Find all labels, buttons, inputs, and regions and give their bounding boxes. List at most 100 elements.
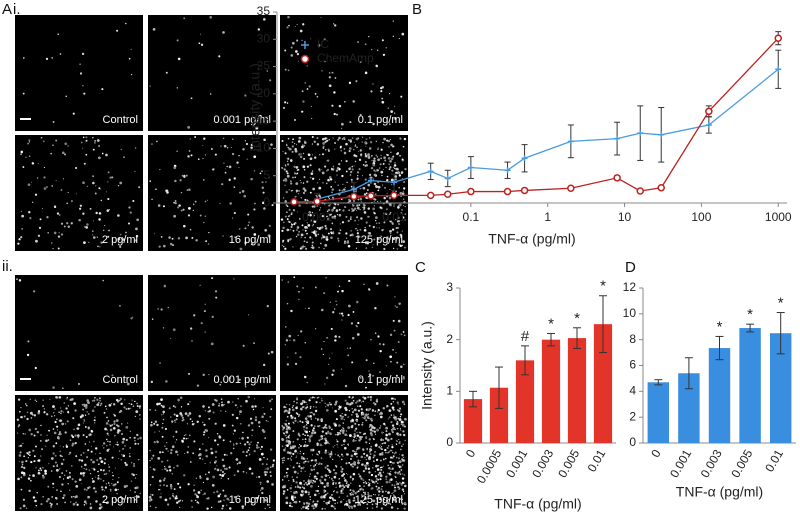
spot [313, 507, 315, 509]
spot [170, 487, 172, 489]
spot [371, 155, 373, 157]
spot [359, 229, 361, 231]
spot [29, 454, 31, 456]
spot [219, 493, 221, 495]
spot [190, 229, 192, 231]
spot [326, 170, 328, 172]
spot [351, 166, 353, 168]
spot [54, 421, 56, 423]
spot [362, 424, 363, 425]
spot [160, 398, 163, 401]
spot [271, 351, 274, 354]
spot [85, 426, 87, 428]
spot [339, 286, 340, 287]
spot [363, 453, 365, 455]
spot [286, 191, 288, 193]
spot [375, 475, 377, 477]
spot [286, 428, 289, 431]
spot [104, 225, 105, 226]
spot [246, 451, 247, 452]
spot [329, 500, 331, 502]
spot [173, 328, 176, 331]
spot [337, 291, 339, 293]
spot [190, 418, 192, 420]
spot [333, 23, 334, 24]
spot [188, 188, 191, 191]
spot [30, 433, 32, 435]
spot [370, 339, 372, 341]
spot [202, 374, 204, 376]
spot [130, 408, 131, 409]
spot [333, 469, 335, 471]
spot [375, 332, 377, 334]
spot [312, 246, 315, 249]
spot [341, 406, 342, 407]
spot [402, 464, 403, 465]
spot [157, 308, 158, 309]
spot [232, 153, 234, 155]
spot [330, 228, 332, 230]
spot [108, 470, 110, 472]
spot [89, 469, 90, 470]
spot [399, 441, 400, 442]
spot [94, 397, 96, 399]
spot [106, 417, 108, 419]
spot [340, 492, 342, 494]
spot [400, 96, 402, 98]
spot [191, 97, 193, 99]
spot [388, 445, 390, 447]
spot [137, 443, 139, 445]
spot [356, 456, 357, 457]
spot [394, 164, 396, 166]
spot [321, 309, 324, 312]
spot [315, 235, 316, 236]
spot [385, 47, 387, 49]
spot [402, 465, 403, 466]
spot [283, 462, 284, 463]
spot [294, 445, 296, 447]
spot [339, 209, 341, 211]
spot [290, 465, 291, 466]
spot [298, 204, 300, 206]
spot [75, 409, 77, 411]
spot [26, 418, 28, 420]
spot [401, 445, 403, 447]
spot [229, 202, 231, 204]
spot [381, 98, 383, 100]
spot [193, 314, 195, 316]
spot [289, 229, 290, 230]
spot [354, 437, 355, 438]
spot [117, 481, 119, 483]
spot [379, 350, 381, 352]
spot [98, 475, 100, 477]
spot [282, 227, 284, 229]
spot [62, 497, 64, 499]
spot [323, 501, 324, 502]
spot [303, 453, 305, 455]
spot [368, 484, 371, 487]
spot [287, 102, 289, 104]
spot [315, 464, 317, 466]
spot [311, 469, 312, 470]
spot [297, 233, 299, 235]
spot [111, 483, 112, 484]
spot [38, 163, 39, 164]
spot [387, 473, 388, 474]
spot [368, 289, 370, 291]
spot [351, 186, 353, 188]
spot [178, 237, 180, 239]
spot [285, 152, 287, 154]
spot [172, 445, 175, 448]
spot [374, 201, 375, 202]
spot [389, 461, 391, 463]
spot [264, 508, 266, 510]
spot [109, 177, 111, 179]
spot [333, 207, 335, 209]
spot [399, 192, 402, 195]
spot [296, 39, 298, 41]
spot [393, 320, 395, 322]
spot [321, 463, 323, 465]
spot [350, 506, 352, 508]
spot [373, 226, 375, 228]
spot [169, 469, 171, 471]
